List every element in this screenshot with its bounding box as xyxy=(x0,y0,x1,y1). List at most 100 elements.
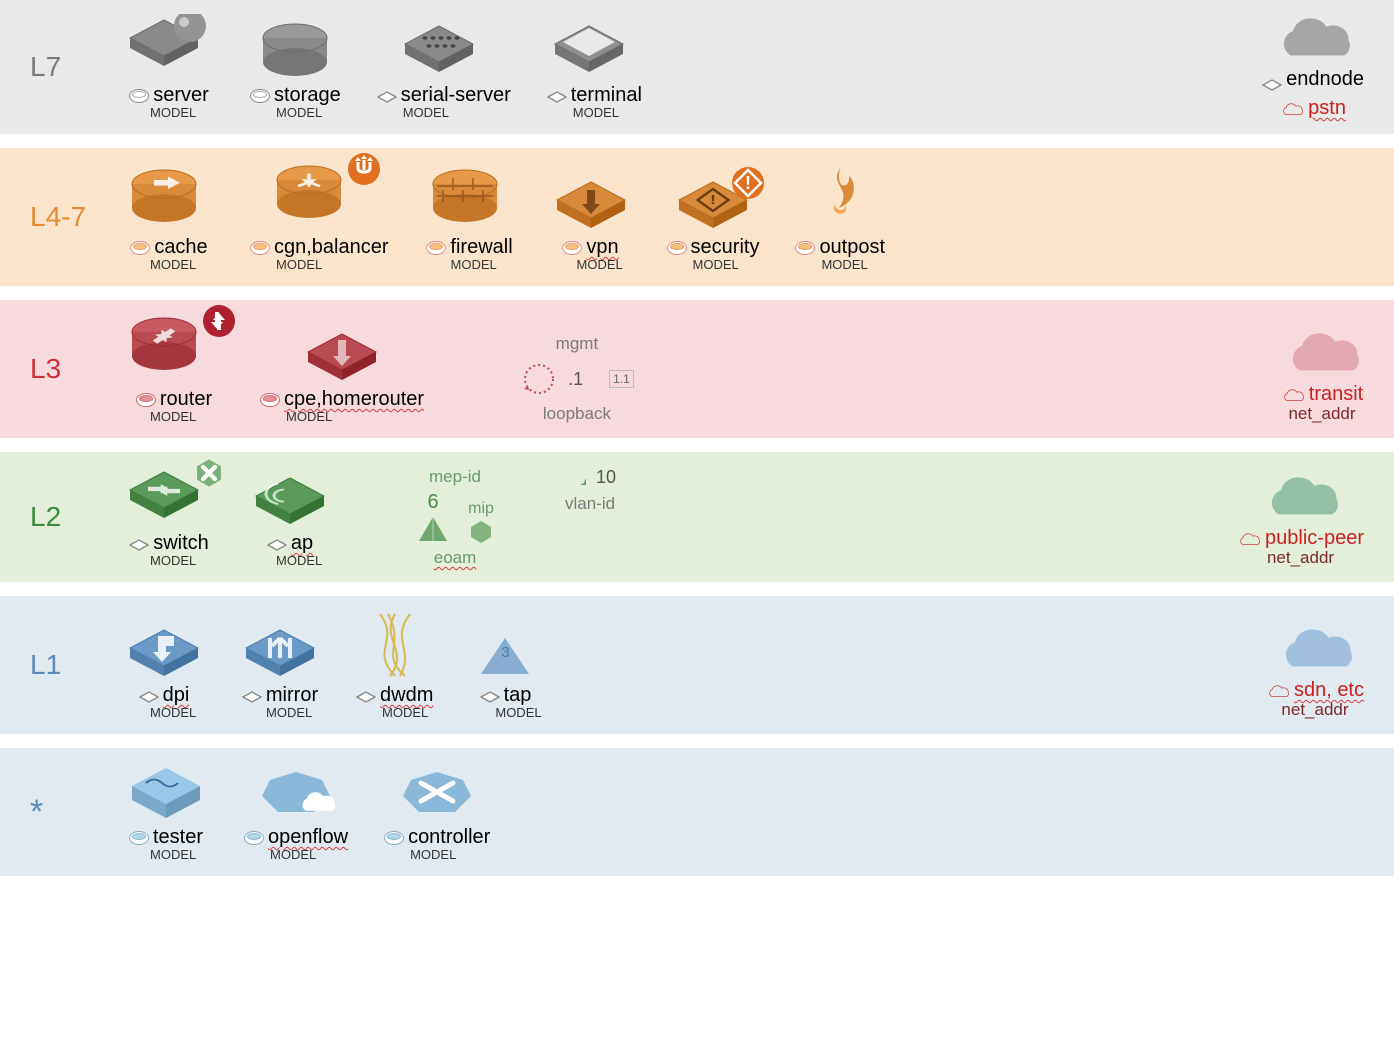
right-cloud: public-peernet_addr xyxy=(1237,476,1364,568)
disk-marker-icon xyxy=(384,831,404,845)
item-label-row: cgn,balancer xyxy=(250,236,389,259)
tester-icon xyxy=(124,762,208,822)
item-ap: apMODEL xyxy=(250,472,330,568)
item-flame: outpostMODEL xyxy=(795,162,885,272)
tap-number: 3 xyxy=(501,644,509,661)
item-label-row: security xyxy=(667,236,760,259)
item-sub: MODEL xyxy=(266,705,312,720)
item-tap: 3 tapMODEL xyxy=(469,632,541,720)
cloud-label: public-peer xyxy=(1265,527,1364,550)
item-name: serial-server xyxy=(401,84,511,107)
vpn-icon xyxy=(551,176,631,232)
item-serial: serial-serverMODEL xyxy=(377,20,511,120)
arrows-badge-icon xyxy=(202,304,236,338)
cloud-sub: net_addr xyxy=(1281,700,1348,720)
item-sub: MODEL xyxy=(403,105,449,120)
item-sub: MODEL xyxy=(382,705,428,720)
item-mirror: mirrorMODEL xyxy=(240,624,320,720)
cloud-extra-label: pstn xyxy=(1308,97,1346,120)
rhombus-marker-icon xyxy=(356,690,376,702)
balancer-icon xyxy=(269,162,369,232)
item-label-row: openflow xyxy=(244,826,348,849)
item-sub: MODEL xyxy=(270,847,316,862)
switch-icon xyxy=(124,466,214,528)
rhombus-marker-icon xyxy=(139,690,159,702)
disk-marker-icon xyxy=(129,831,149,845)
item-sub: MODEL xyxy=(150,105,196,120)
cpe-icon xyxy=(302,328,382,384)
items-row: dpiMODEL mirrorMODEL dwdmMODEL3 tapMODEL… xyxy=(124,610,1364,720)
rhombus-marker-icon xyxy=(480,690,500,702)
right-cloud: endnode pstn xyxy=(1262,17,1364,120)
disk-marker-icon xyxy=(136,393,156,407)
item-name: storage xyxy=(274,84,341,107)
layer-label: L4-7 xyxy=(30,201,124,233)
item-tester: testerMODEL xyxy=(124,762,208,862)
dwdm-icon xyxy=(360,610,430,680)
item-sub: MODEL xyxy=(276,105,322,120)
item-sub: MODEL xyxy=(150,705,196,720)
disk-marker-icon xyxy=(244,831,264,845)
item-label-row: storage xyxy=(250,84,341,107)
item-sub: MODEL xyxy=(150,257,196,272)
item-switch: switchMODEL xyxy=(124,466,214,568)
cloud-icon xyxy=(1273,628,1357,679)
cloud-icon xyxy=(1259,476,1343,527)
disk-marker-icon xyxy=(426,241,446,255)
items-row: cacheMODEL cgn,balancerMODEL firewallMOD… xyxy=(124,162,1364,272)
item-name: cgn,balancer xyxy=(274,236,389,259)
item-label-row: terminal xyxy=(547,84,642,107)
layer-label: L1 xyxy=(30,649,124,681)
cloud-label-row: transit xyxy=(1281,383,1363,406)
item-label-row: mirror xyxy=(242,684,318,707)
item-terminal: terminalMODEL xyxy=(547,20,642,120)
tap-icon: 3 xyxy=(475,632,535,680)
storage-icon xyxy=(255,20,335,80)
item-name: openflow xyxy=(268,826,348,849)
item-sub: MODEL xyxy=(451,257,497,272)
cloud-icon xyxy=(1271,17,1355,68)
item-label-row: dwdm xyxy=(356,684,433,707)
item-name: tester xyxy=(153,826,203,849)
disk-marker-icon xyxy=(562,241,582,255)
item-name: vpn xyxy=(586,236,618,259)
item-sub: MODEL xyxy=(573,105,619,120)
security-icon: ! ! xyxy=(673,176,753,232)
item-label-row: server xyxy=(129,84,209,107)
svg-text:!: ! xyxy=(710,193,716,207)
item-cache: cacheMODEL xyxy=(124,166,214,272)
item-label-row: cache xyxy=(130,236,207,259)
item-name: outpost xyxy=(819,236,885,259)
layer-l3: L3 routerMODEL cpe,homerouterMODEL mgmt … xyxy=(0,300,1394,438)
item-dpi: dpiMODEL xyxy=(124,624,204,720)
item-sub: MODEL xyxy=(410,847,456,862)
svg-text:!: ! xyxy=(745,173,751,193)
disk-marker-icon xyxy=(129,89,149,103)
item-name: terminal xyxy=(571,84,642,107)
items-row: routerMODEL cpe,homerouterMODEL mgmt .1 … xyxy=(124,314,1364,424)
disk-marker-icon xyxy=(260,393,280,407)
rhombus-marker-icon xyxy=(242,690,262,702)
layer-label: * xyxy=(30,793,124,832)
item-label-row: ap xyxy=(267,532,313,555)
layer-label: L7 xyxy=(30,51,124,83)
disk-marker-icon xyxy=(250,89,270,103)
item-label-row: firewall xyxy=(426,236,512,259)
cloud-label: transit xyxy=(1309,383,1363,406)
item-name: cache xyxy=(154,236,207,259)
item-sub: MODEL xyxy=(495,705,541,720)
layer-l47: L4-7 cacheMODEL cgn,balancerMODEL xyxy=(0,148,1394,286)
cloud-marker-icon xyxy=(1237,531,1261,547)
item-name: dwdm xyxy=(380,684,433,707)
item-controller: controllerMODEL xyxy=(384,764,490,862)
item-label-row: controller xyxy=(384,826,490,849)
item-label-row: outpost xyxy=(795,236,885,259)
item-sub: MODEL xyxy=(150,553,196,568)
hex-x-badge-icon xyxy=(192,456,226,490)
item-sub: MODEL xyxy=(693,257,739,272)
item-cpe: cpe,homerouterMODEL xyxy=(260,328,424,424)
item-label-row: tap xyxy=(480,684,532,707)
router-icon xyxy=(124,314,224,384)
item-storage: storageMODEL xyxy=(250,20,341,120)
item-sub: MODEL xyxy=(150,409,196,424)
